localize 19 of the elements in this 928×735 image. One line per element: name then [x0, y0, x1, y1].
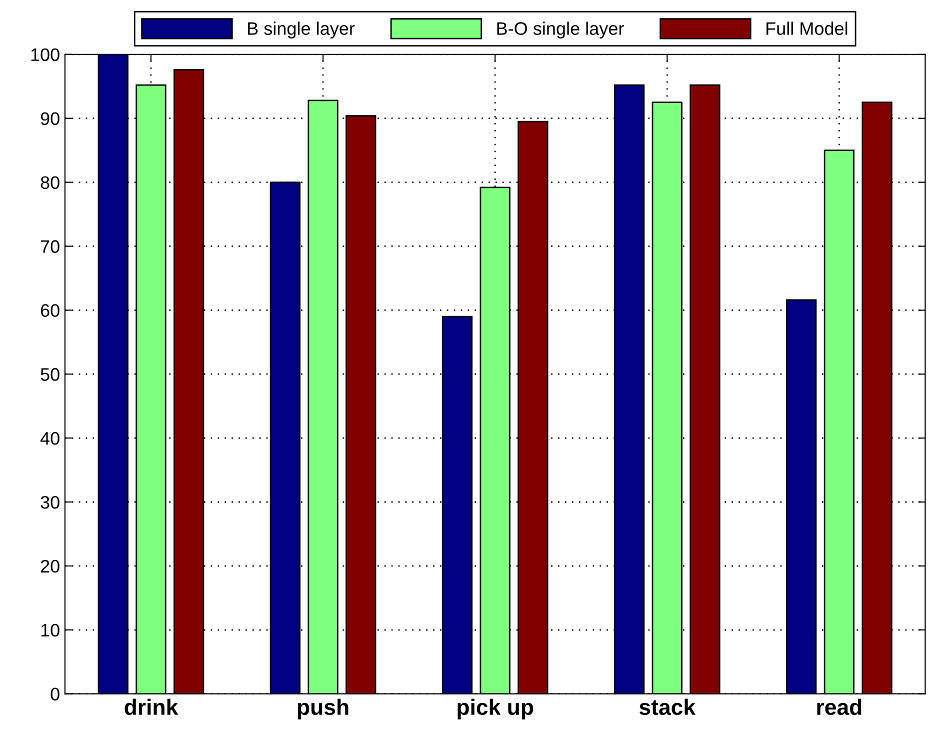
y-tick-label: 70 [40, 240, 60, 253]
legend-label: B single layer [248, 22, 355, 39]
y-tick-label: 20 [40, 560, 60, 573]
x-tick-label: stack [640, 698, 696, 716]
y-tick-label: 30 [40, 496, 60, 509]
y-tick-label: 40 [40, 432, 60, 445]
y-tick-label: 10 [41, 624, 60, 637]
x-tick-label: pick up [458, 698, 534, 720]
y-tick-label: 50 [40, 368, 60, 381]
y-tick-label: 0 [50, 688, 60, 701]
legend-label: B-O single layer [497, 22, 624, 39]
y-tick-label: 90 [40, 112, 60, 126]
x-tick-label: read [817, 698, 862, 716]
legend-label: Full Model [766, 22, 848, 35]
x-tick-label: push [298, 698, 348, 720]
y-tick-label: 60 [40, 304, 60, 317]
y-tick-label: 80 [40, 176, 60, 189]
x-tick-label: drink [124, 698, 178, 716]
y-tick-label: 100 [31, 48, 60, 62]
